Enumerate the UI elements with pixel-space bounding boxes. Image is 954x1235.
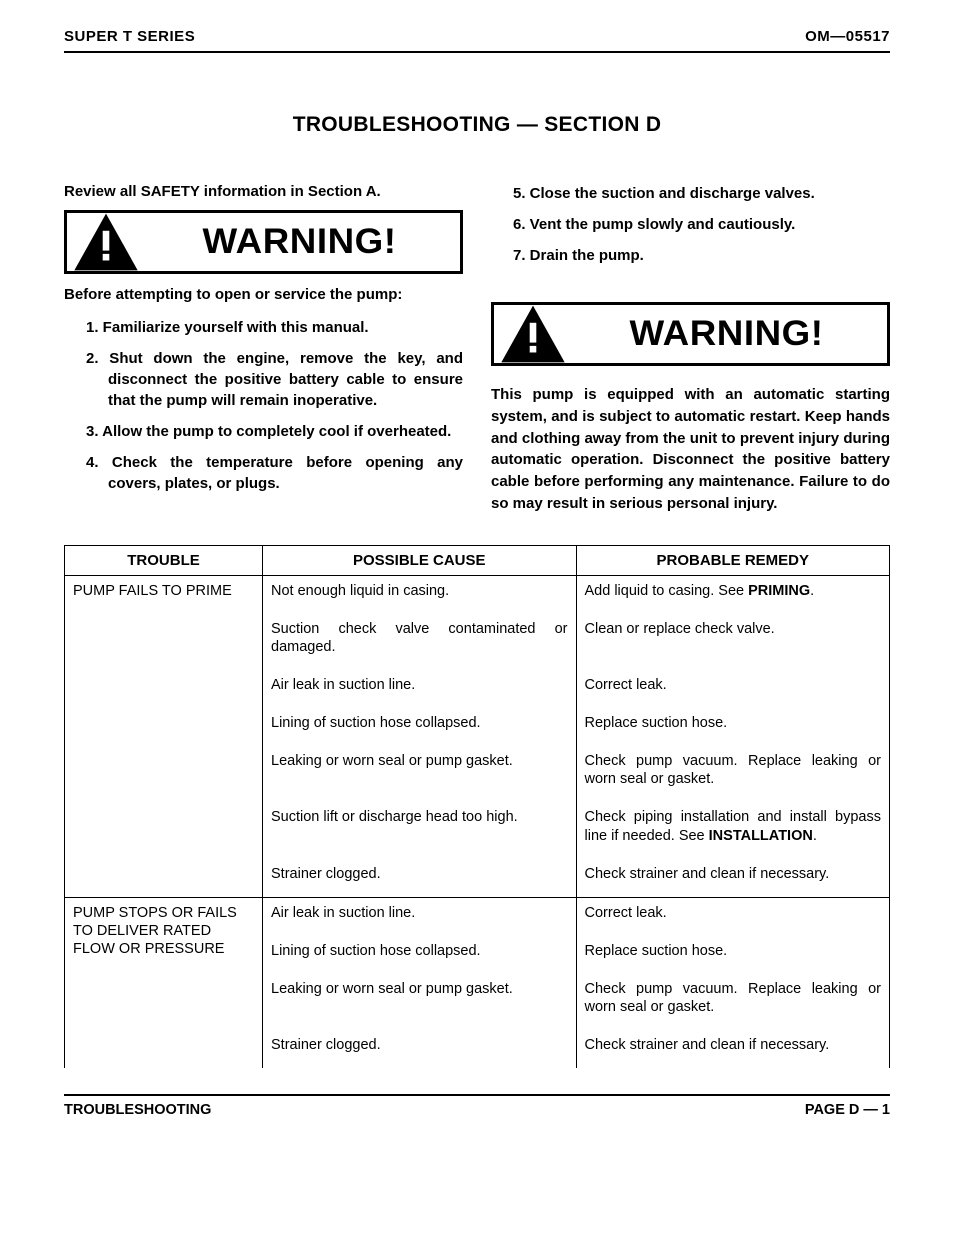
warning-triangle-icon — [500, 304, 566, 364]
cause-cell: Not enough liquid in casing. — [263, 575, 577, 614]
section-title: TROUBLESHOOTING — SECTION D — [64, 113, 890, 137]
remedy-cell: Correct leak. — [576, 670, 890, 708]
remedy-cell: Check strainer and clean if necessary. — [576, 859, 890, 898]
steps-left: 1. Familiarize yourself with this manual… — [86, 317, 463, 494]
th-trouble: TROUBLE — [65, 545, 263, 575]
remedy-cell: Check strainer and clean if necessary. — [576, 1030, 890, 1068]
remedy-cell: Replace suction hose. — [576, 708, 890, 746]
before-text: Before attempting to open or service the… — [64, 284, 463, 305]
remedy-cell: Replace suction hose. — [576, 936, 890, 974]
cause-cell: Air leak in suction line. — [263, 670, 577, 708]
trouble-cell: PUMP FAILS TO PRIME — [65, 575, 263, 897]
warning-text-1: WARNING! — [131, 222, 463, 262]
step-item: 2. Shut down the engine, remove the key,… — [86, 348, 463, 411]
warning-box-2: WARNING! — [491, 302, 890, 366]
left-column: Review all SAFETY information in Section… — [64, 183, 463, 515]
warning-box-1: WARNING! — [64, 210, 463, 274]
th-cause: POSSIBLE CAUSE — [263, 545, 577, 575]
remedy-cell: Add liquid to casing. See PRIMING. — [576, 575, 890, 614]
cause-cell: Leaking or worn seal or pump gasket. — [263, 746, 577, 802]
cause-cell: Lining of suction hose collapsed. — [263, 936, 577, 974]
cause-cell: Strainer clogged. — [263, 859, 577, 898]
header-right: OM—05517 — [805, 28, 890, 45]
header-rule — [64, 51, 890, 53]
cause-cell: Lining of suction hose collapsed. — [263, 708, 577, 746]
page-footer: TROUBLESHOOTING PAGE D — 1 — [64, 1102, 890, 1118]
safety-intro: Review all SAFETY information in Section… — [64, 183, 463, 200]
remedy-cell: Clean or replace check valve. — [576, 614, 890, 670]
table-row: PUMP STOPS OR FAILS TO DELIVER RATED FLO… — [65, 897, 890, 936]
cause-cell: Leaking or worn seal or pump gasket. — [263, 974, 577, 1030]
step-item: 6. Vent the pump slowly and cautiously. — [513, 214, 890, 235]
step-item: 4. Check the temperature before opening … — [86, 452, 463, 494]
table-row: PUMP FAILS TO PRIMENot enough liquid in … — [65, 575, 890, 614]
footer-left: TROUBLESHOOTING — [64, 1102, 211, 1118]
cause-cell: Suction lift or discharge head too high. — [263, 802, 577, 858]
step-item: 1. Familiarize yourself with this manual… — [86, 317, 463, 338]
table-header-row: TROUBLE POSSIBLE CAUSE PROBABLE REMEDY — [65, 545, 890, 575]
remedy-cell: Check piping installation and install by… — [576, 802, 890, 858]
step-item: 5. Close the suction and discharge valve… — [513, 183, 890, 204]
remedy-cell: Correct leak. — [576, 897, 890, 936]
remedy-cell: Check pump vacuum. Replace leaking or wo… — [576, 974, 890, 1030]
footer-right: PAGE D — 1 — [805, 1102, 890, 1118]
troubleshooting-table: TROUBLE POSSIBLE CAUSE PROBABLE REMEDY P… — [64, 545, 890, 1069]
two-column-body: Review all SAFETY information in Section… — [64, 183, 890, 515]
warning-triangle-icon — [73, 212, 139, 272]
cause-cell: Suction check valve contaminated or dama… — [263, 614, 577, 670]
page-header: SUPER T SERIES OM—05517 — [64, 28, 890, 49]
cause-cell: Strainer clogged. — [263, 1030, 577, 1068]
right-column: 5. Close the suction and discharge valve… — [491, 183, 890, 515]
steps-right: 5. Close the suction and discharge valve… — [513, 183, 890, 266]
th-remedy: PROBABLE REMEDY — [576, 545, 890, 575]
step-item: 7. Drain the pump. — [513, 245, 890, 266]
warning-text-2: WARNING! — [558, 314, 890, 354]
footer-rule — [64, 1094, 890, 1096]
step-item: 3. Allow the pump to completely cool if … — [86, 421, 463, 442]
cause-cell: Air leak in suction line. — [263, 897, 577, 936]
remedy-cell: Check pump vacuum. Replace leaking or wo… — [576, 746, 890, 802]
troubleshooting-table-wrap: TROUBLE POSSIBLE CAUSE PROBABLE REMEDY P… — [64, 545, 890, 1069]
trouble-cell: PUMP STOPS OR FAILS TO DELIVER RATED FLO… — [65, 897, 263, 1068]
header-left: SUPER T SERIES — [64, 28, 195, 45]
auto-restart-warning: This pump is equipped with an automatic … — [491, 384, 890, 515]
